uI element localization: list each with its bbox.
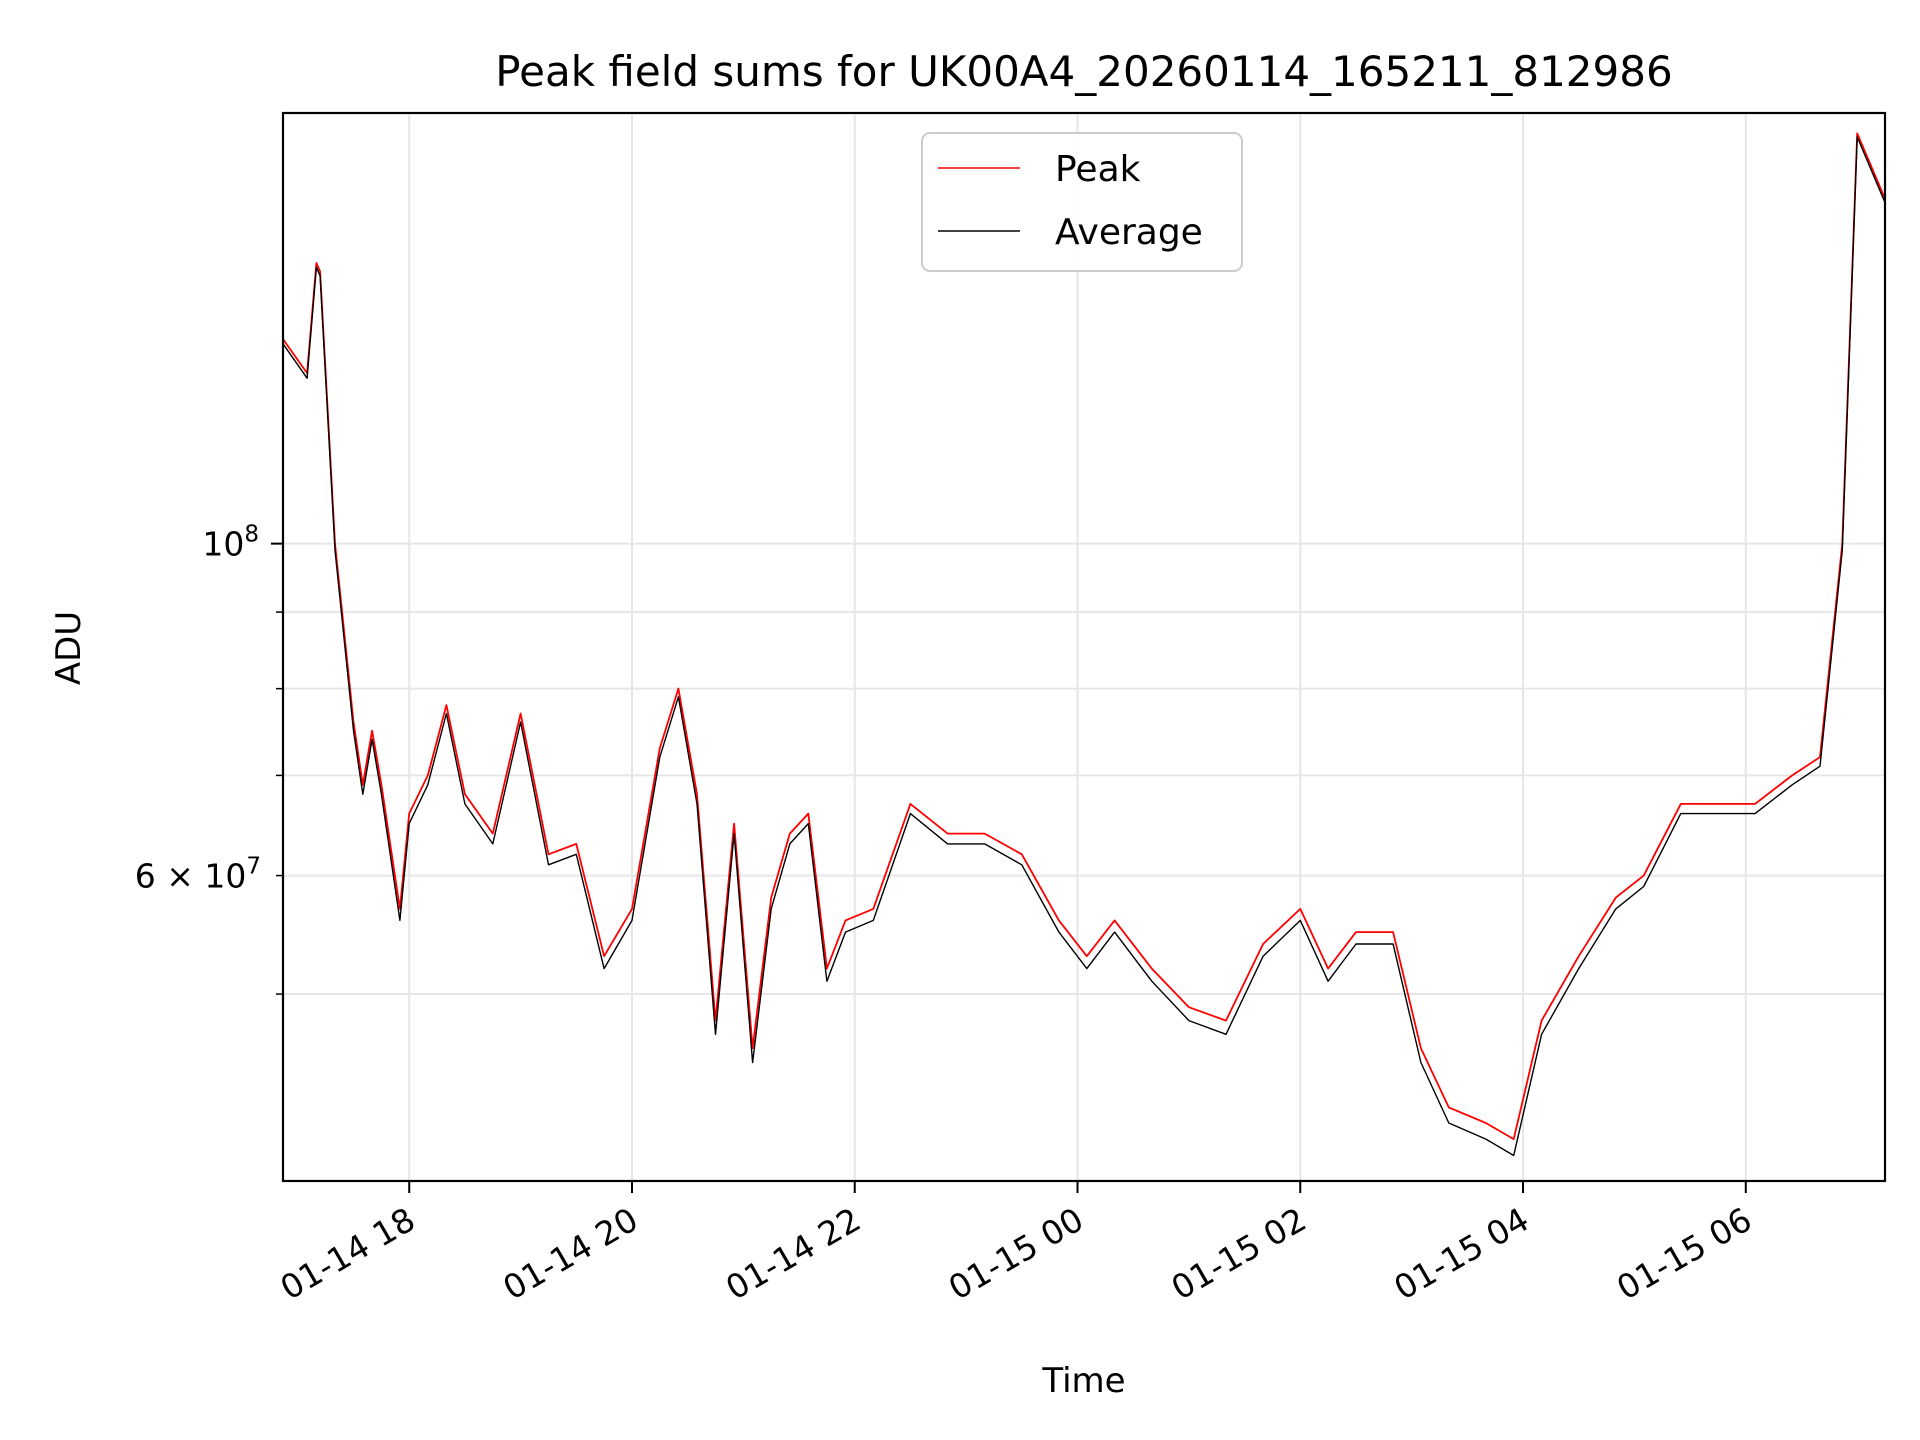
y-axis-label: ADU bbox=[49, 611, 89, 685]
series-line-peak bbox=[283, 132, 1885, 1140]
plot-frame bbox=[281, 111, 1887, 1183]
x-axis-label: Time bbox=[1041, 1361, 1125, 1401]
chart-title: Peak field sums for UK00A4_20260114_1652… bbox=[495, 47, 1672, 96]
legend-average-label: Average bbox=[1055, 212, 1203, 253]
legend-peak-label: Peak bbox=[1055, 149, 1141, 190]
legend: Peak Average bbox=[921, 132, 1243, 272]
y-tick-label: 6 × 107 bbox=[135, 854, 261, 896]
series-layer bbox=[283, 132, 1885, 1157]
series-line-average bbox=[283, 136, 1885, 1157]
gridlines bbox=[283, 113, 1885, 1181]
